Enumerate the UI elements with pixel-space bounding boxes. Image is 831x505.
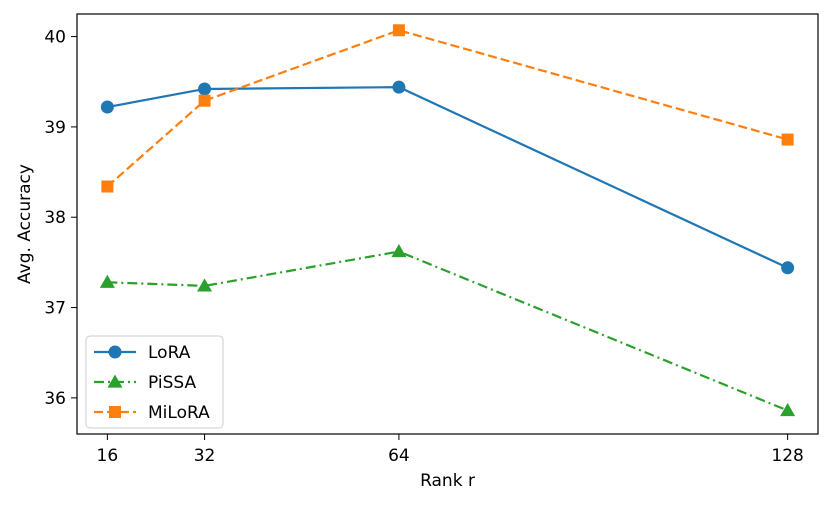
x-axis-label: Rank r: [420, 471, 475, 491]
legend-label-lora: LoRA: [148, 343, 191, 363]
milora-line: [106, 29, 788, 188]
series-milora: [101, 24, 794, 193]
y-tick-label: 38: [44, 208, 66, 228]
legend-item-pissa: PiSSA: [94, 373, 196, 393]
lora-point: [392, 80, 406, 94]
pissa-point: [391, 244, 407, 258]
pissa-point: [99, 274, 115, 288]
legend: LoRA PiSSA MiLoRA: [85, 335, 224, 429]
lora-point: [781, 261, 795, 275]
milora-point: [198, 94, 211, 107]
y-axis-label: Avg. Accuracy: [15, 164, 35, 284]
y-tick-label: 40: [44, 28, 66, 48]
legend-label-pissa: PiSSA: [148, 373, 196, 393]
lora-point: [198, 82, 212, 96]
legend-marker-lora: [108, 345, 122, 359]
lora-line: [107, 86, 789, 269]
series-layer: [99, 24, 796, 417]
legend-marker-pissa: [107, 374, 123, 388]
x-tick-label: 64: [388, 446, 410, 466]
legend-box: [85, 335, 224, 429]
milora-point: [392, 24, 405, 37]
milora-point: [781, 133, 794, 146]
y-tick-label: 37: [44, 299, 66, 319]
legend-item-milora: MiLoRA: [94, 403, 210, 423]
plot-frame: [76, 13, 819, 435]
y-tick-label: 39: [44, 118, 66, 138]
x-tick-label: 16: [97, 446, 119, 466]
series-lora: [100, 80, 795, 275]
x-tick-label: 128: [771, 446, 803, 466]
legend-item-lora: LoRA: [94, 343, 191, 363]
lora-point: [100, 100, 114, 114]
legend-marker-milora: [109, 406, 121, 418]
x-tick-label: 32: [194, 446, 216, 466]
series-pissa: [99, 244, 796, 417]
y-tick-label: 36: [44, 389, 66, 409]
pissa-point: [197, 278, 213, 292]
pissa-line: [107, 250, 789, 412]
milora-point: [101, 180, 114, 193]
x-axis: 16 32 64 128: [97, 434, 804, 466]
y-axis: 36 37 38 39 40: [44, 28, 77, 409]
pissa-point: [780, 403, 796, 417]
legend-label-milora: MiLoRA: [148, 403, 210, 423]
